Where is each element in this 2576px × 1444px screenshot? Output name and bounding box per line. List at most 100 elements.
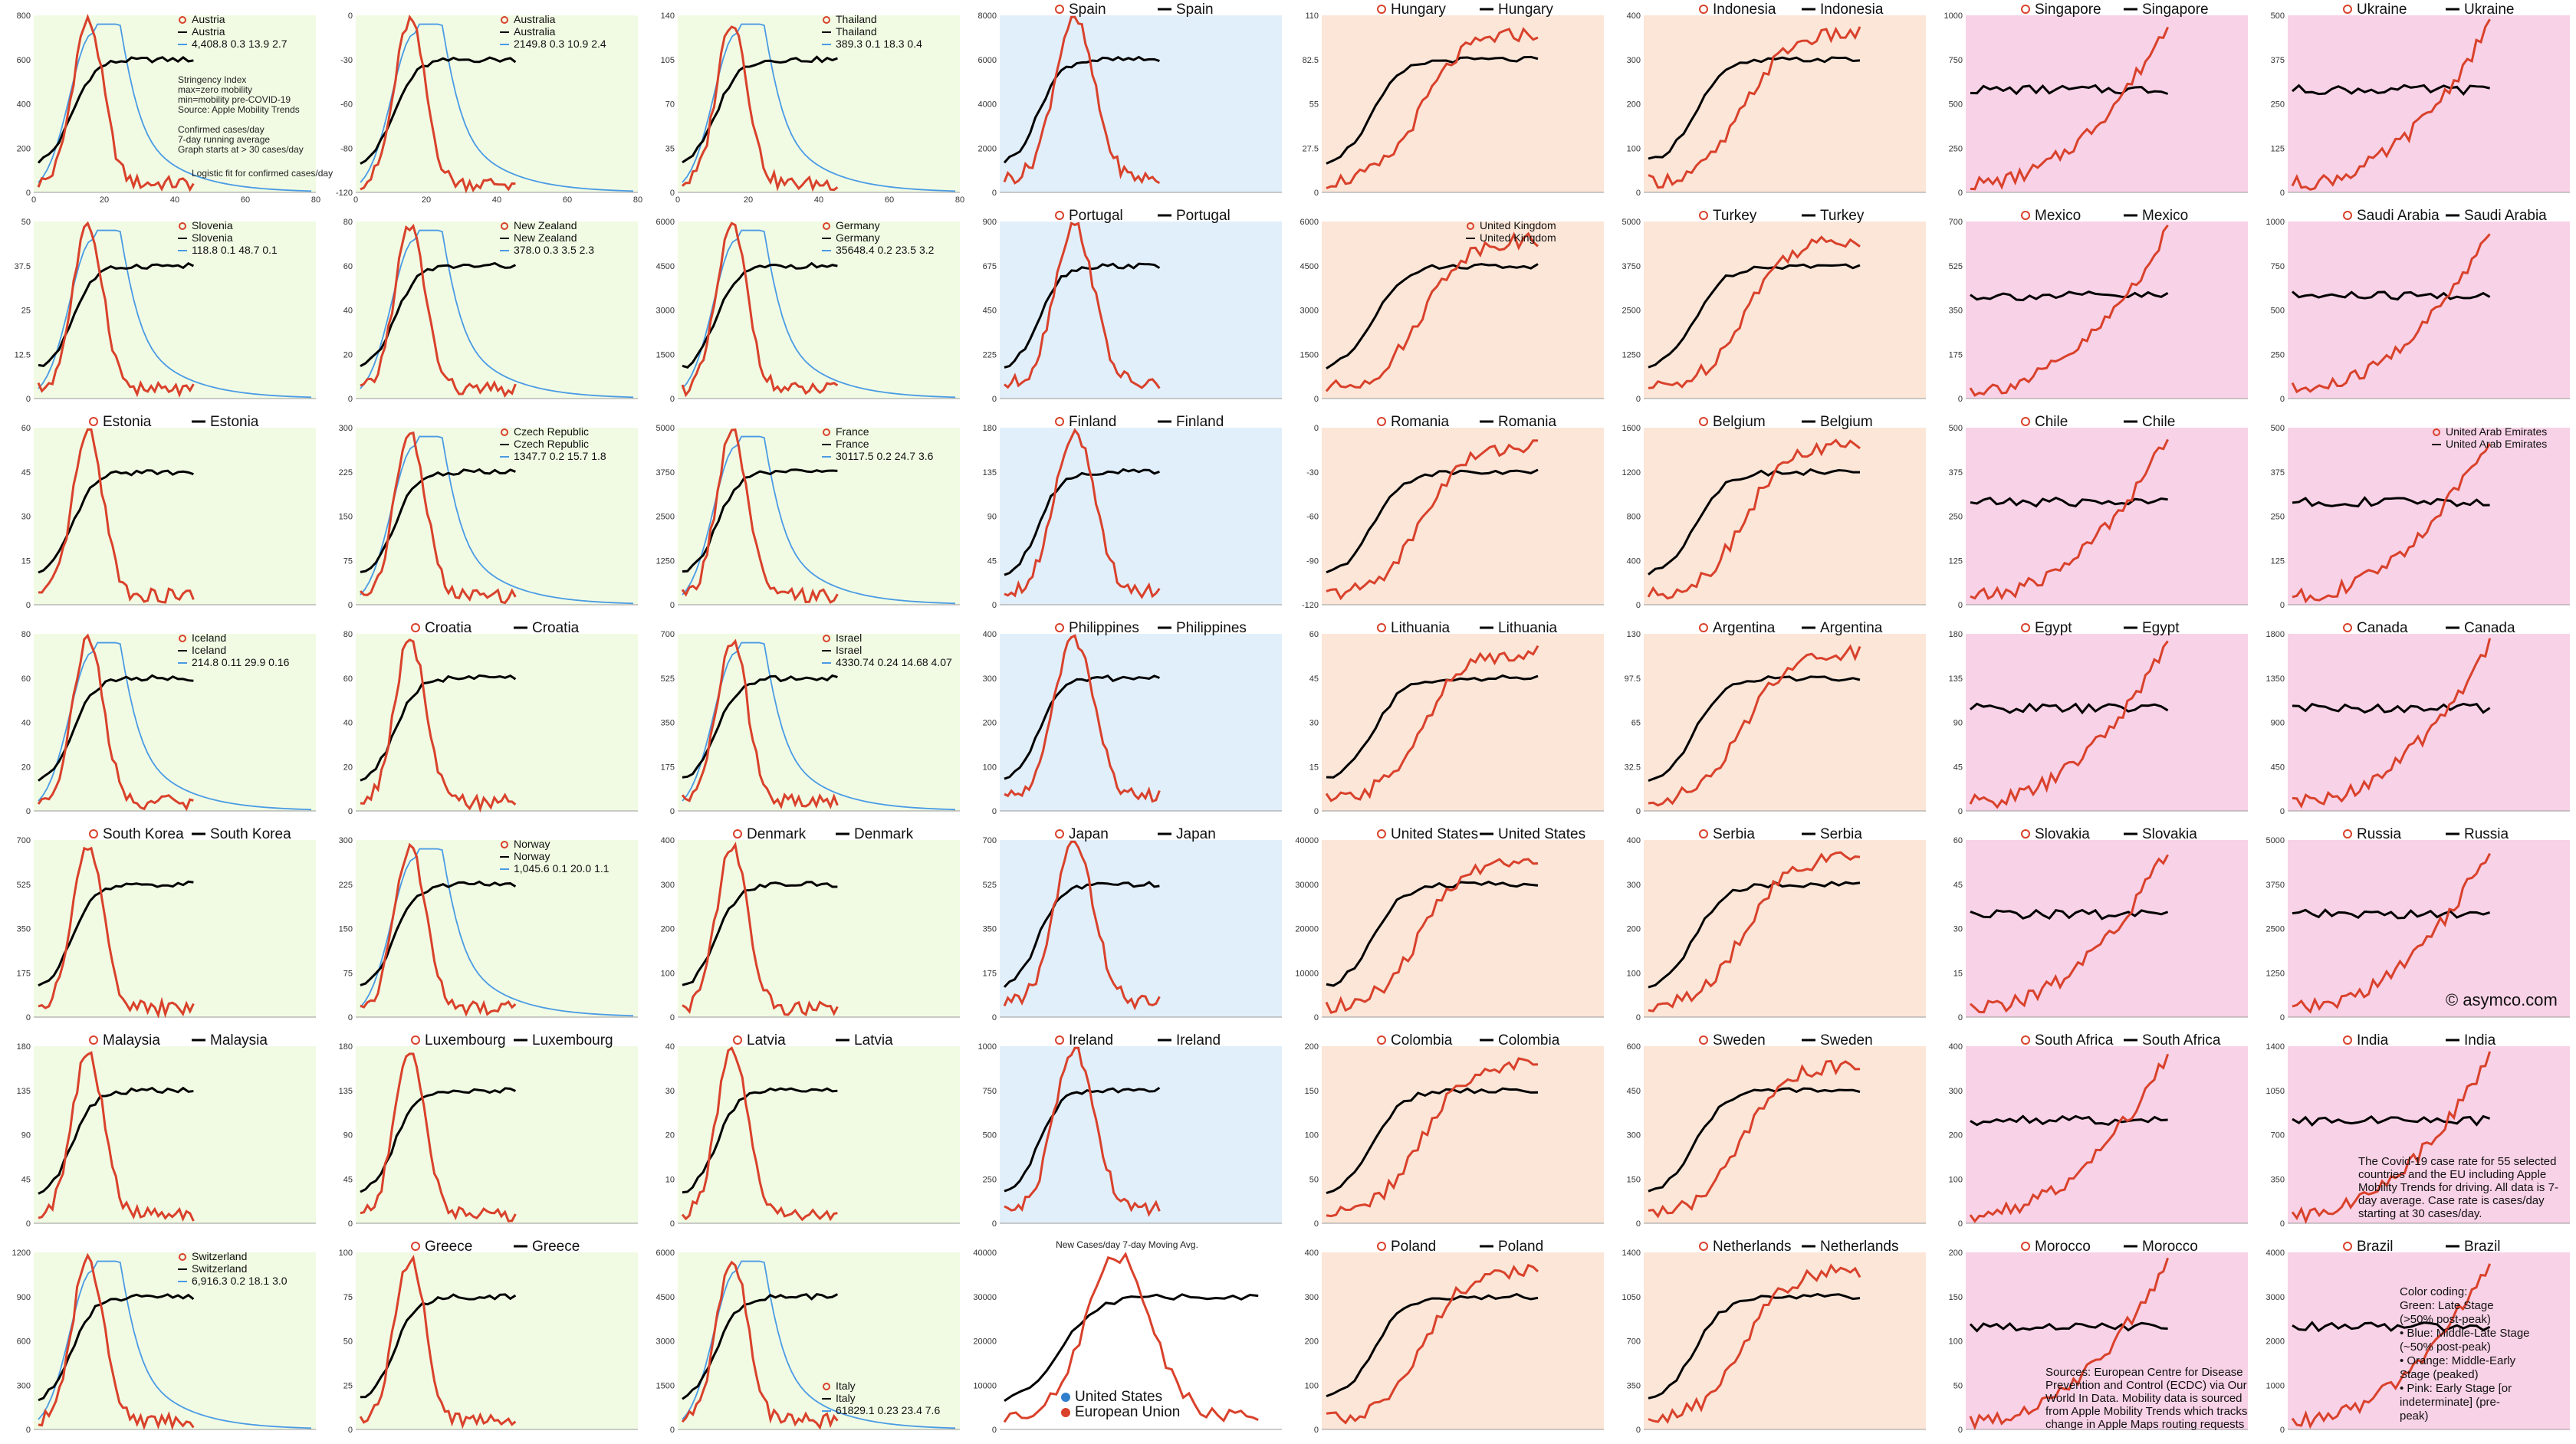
y-tick-label: 150 — [339, 925, 353, 934]
y-tick-label: 0 — [26, 395, 31, 404]
plot-background — [1644, 15, 1926, 192]
y-tick-label: -90 — [1306, 556, 1319, 566]
legend-cases-marker — [823, 635, 830, 642]
panel-united-arab-emirates: 0 125 250 375 500 United Arab EmiratesUnited … — [2271, 424, 2570, 610]
legend-mobility-label: France — [836, 438, 869, 450]
y-tick-label: 45 — [21, 1175, 31, 1184]
austria-info-note: Stringency Index — [178, 74, 246, 85]
y-tick-label: 125 — [1949, 556, 1963, 566]
y-tick-label: 0 — [2280, 395, 2285, 404]
plot-background — [678, 428, 960, 605]
x-tick-label: 20 — [744, 195, 753, 205]
y-tick-label: 400 — [17, 100, 31, 110]
panel-brazil: 0 1000 2000 3000 4000 Brazil Brazil — [2266, 1239, 2570, 1435]
panel-belgium: 0 400 800 1200 1600 Belgium Belgium — [1622, 414, 1926, 610]
y-tick-label: 525 — [1949, 262, 1963, 271]
plot-background — [1966, 840, 2248, 1017]
y-tick-label: 900 — [2271, 719, 2285, 728]
y-tick-label: 200 — [17, 144, 31, 153]
y-tick-label: 0 — [1958, 1013, 1963, 1022]
y-tick-label: 3000 — [656, 307, 675, 316]
legend-mobility-label: Japan — [1176, 826, 1216, 842]
y-tick-label: 400 — [1627, 556, 1641, 566]
y-tick-label: 600 — [17, 56, 31, 65]
legend-mobility-label: Chile — [2142, 414, 2175, 430]
y-tick-label: 0 — [1958, 189, 1963, 198]
panel-us-vs-eu: 0 10000 20000 30000 40000 New Cases/day 7-day… — [973, 1239, 1282, 1435]
y-tick-label: 700 — [1949, 218, 1963, 227]
y-tick-label: 400 — [661, 836, 675, 845]
panel-philippines: 0 100 200 300 400 Philippines Philippines — [983, 620, 1282, 816]
series-cases — [2292, 852, 2491, 1014]
legend-cases-marker — [1699, 829, 1708, 839]
series-logistic-fit — [38, 229, 312, 399]
y-tick-label: 0 — [1958, 395, 1963, 404]
legend-mobility-label: Iceland — [192, 644, 226, 656]
plot-background — [34, 15, 316, 192]
legend-mobility-label: Switzerland — [192, 1262, 247, 1275]
plot-background — [2288, 1252, 2570, 1429]
y-tick-label: 2500 — [656, 513, 675, 522]
series-cases — [360, 638, 517, 813]
plot-background — [1644, 840, 1926, 1017]
legend-mobility-label: Hungary — [1498, 2, 1553, 18]
x-tick-label: 40 — [814, 195, 823, 205]
legend-cases-label: Colombia — [1391, 1032, 1453, 1049]
legend-mobility-label: Sweden — [1820, 1032, 1873, 1049]
series-cases — [1969, 1257, 2170, 1431]
series-mobility — [1648, 881, 1861, 989]
x-tick-label: 80 — [311, 195, 320, 205]
legend-fit-params: 4,408.8 0.3 13.9 2.7 — [192, 38, 288, 50]
legend-cases-label: South Korea — [103, 826, 184, 842]
y-tick-label: 100 — [1627, 969, 1641, 978]
y-tick-label: 0 — [992, 1013, 997, 1022]
series-cases — [2291, 1263, 2492, 1429]
legend-cases-marker — [1699, 1242, 1708, 1251]
panel-spain: 0 2000 4000 6000 8000 Spain Spain — [978, 2, 1282, 198]
legend-mobility-label: Poland — [1498, 1239, 1543, 1255]
series-cases — [38, 846, 195, 1019]
series-mobility — [1003, 55, 1160, 164]
legend-cases-label: Singapore — [2035, 2, 2101, 18]
austria-info-note: max=zero mobility — [178, 84, 252, 95]
y-tick-label: 175 — [1949, 350, 1963, 359]
y-tick-label: 0 — [348, 807, 353, 816]
legend-mobility-label: Croatia — [532, 620, 580, 636]
y-tick-label: 0 — [1314, 189, 1319, 198]
austria-info-note: 7-day running average — [178, 134, 270, 145]
y-tick-label: 40 — [665, 1042, 675, 1052]
legend-marker — [1061, 1393, 1070, 1402]
y-tick-label: 1250 — [656, 556, 675, 566]
series-mobility — [1326, 674, 1539, 779]
color-coding-note: Stage (peaked) — [2400, 1368, 2479, 1381]
y-tick-label: 350 — [1949, 307, 1963, 316]
y-tick-label: 60 — [21, 424, 31, 433]
series-mobility — [2292, 496, 2490, 508]
panel-denmark: 0 100 200 300 400 Denmark Denmark — [661, 826, 960, 1022]
y-tick-label: 300 — [339, 836, 353, 845]
y-tick-label: 50 — [21, 218, 31, 227]
y-tick-label: 700 — [2271, 1131, 2285, 1140]
legend-cases-label: Greece — [425, 1239, 472, 1255]
legend-fit-params: 2149.8 0.3 10.9 2.4 — [514, 38, 606, 50]
legend-cases-marker — [2021, 829, 2030, 839]
plot-background — [1644, 1252, 1926, 1429]
y-tick-label: 4500 — [1300, 262, 1319, 271]
y-tick-label: 450 — [1627, 1087, 1641, 1096]
series-cases — [1970, 438, 2169, 601]
series-cases — [1970, 26, 2169, 191]
legend-mobility-label: New Zealand — [514, 231, 577, 244]
y-tick-label: 200 — [1949, 1249, 1963, 1258]
plot-background — [2288, 15, 2570, 192]
series-cases — [2292, 638, 2492, 809]
panel-south-korea: 0 175 350 525 700 South Korea South Korea — [17, 826, 316, 1022]
y-tick-label: 3000 — [2266, 1293, 2285, 1302]
series-cases — [2292, 442, 2491, 604]
y-tick-label: 100 — [1305, 1381, 1319, 1390]
legend-mobility-label: Ireland — [1176, 1032, 1221, 1049]
legend-cases-label: France — [836, 425, 869, 438]
x-tick-label: 60 — [563, 195, 572, 205]
plot-background — [1966, 1252, 2248, 1429]
